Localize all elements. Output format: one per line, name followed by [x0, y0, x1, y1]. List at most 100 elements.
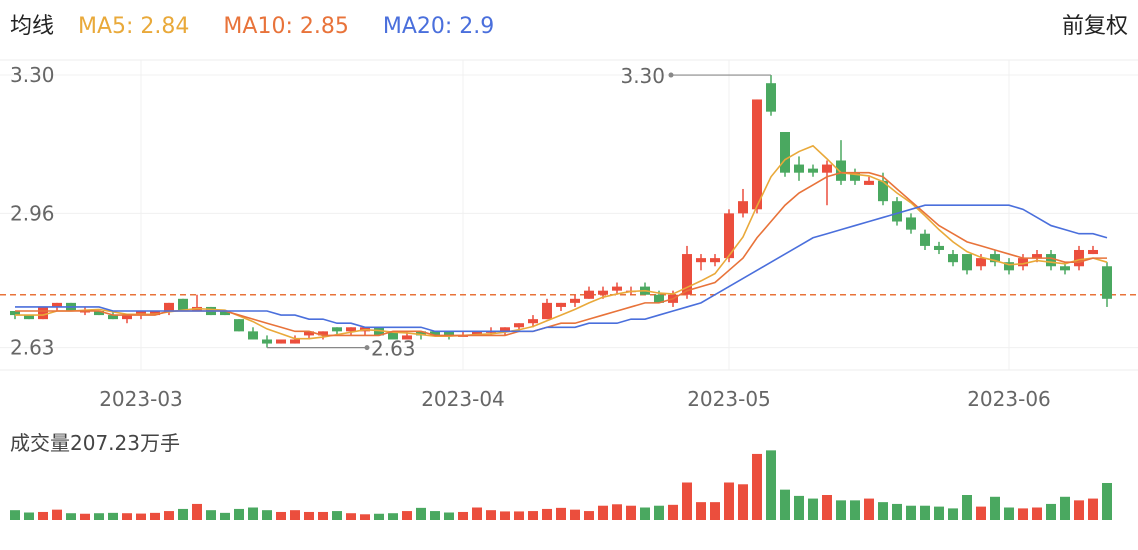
candle-body: [850, 172, 860, 181]
candle-body: [724, 213, 734, 259]
candle-body: [234, 319, 244, 332]
candle-body: [1018, 258, 1028, 267]
volume-bar: [346, 513, 356, 520]
volume-bar: [654, 505, 664, 520]
volume-bar: [598, 505, 608, 520]
candle-body: [248, 331, 258, 340]
candle-body: [1102, 266, 1112, 299]
volume-bar: [556, 507, 566, 520]
volume-bar: [724, 482, 734, 520]
candle-body: [164, 302, 174, 312]
volume-bar: [430, 511, 440, 520]
candle-body: [990, 254, 1000, 263]
volume-bar: [178, 508, 188, 520]
volume-bar: [262, 510, 272, 520]
y-tick-label: 2.96: [10, 201, 55, 225]
volume-bar: [38, 511, 48, 520]
volume-bar: [528, 511, 538, 520]
candle-body: [1060, 266, 1070, 271]
volume-bar: [934, 506, 944, 520]
volume-bar: [94, 513, 104, 520]
candle-body: [108, 315, 118, 320]
candle-body: [304, 331, 314, 336]
y-tick-label: 2.63: [10, 336, 55, 360]
candle-body: [696, 258, 706, 263]
candle-body: [514, 323, 524, 328]
candle-body: [122, 315, 132, 320]
volume-bar: [374, 513, 384, 520]
volume-bar: [1088, 498, 1098, 520]
candle-body: [388, 331, 398, 340]
volume-bar: [10, 510, 20, 520]
y-tick-label: 3.30: [10, 63, 55, 87]
volume-bar: [710, 502, 720, 520]
volume-bar: [24, 512, 34, 520]
volume-bar: [794, 495, 804, 520]
volume-bar: [192, 503, 202, 520]
volume-bar: [766, 450, 776, 520]
volume-bar: [850, 500, 860, 520]
volume-bar: [388, 513, 398, 520]
volume-bar: [206, 510, 216, 520]
x-tick-label: 2023-05: [687, 387, 771, 411]
candle-body: [374, 327, 384, 336]
candle-body: [710, 258, 720, 263]
candle-body: [332, 327, 342, 332]
legend-entry: MA10: 2.85: [223, 14, 348, 39]
volume-bar: [164, 511, 174, 520]
volume-bar: [220, 512, 230, 520]
candle-body: [976, 258, 986, 267]
volume-bar: [920, 505, 930, 520]
volume-bar: [1102, 482, 1112, 520]
volume-bar: [682, 482, 692, 520]
volume-bar: [1018, 508, 1028, 520]
volume-bar: [458, 511, 468, 520]
volume-bar: [962, 495, 972, 520]
x-tick-label: 2023-04: [421, 387, 505, 411]
volume-bar: [640, 507, 650, 520]
volume-bar: [990, 496, 1000, 520]
volume-bar: [66, 513, 76, 520]
candle-body: [500, 327, 510, 332]
volume-bar: [822, 495, 832, 520]
candle-body: [612, 286, 622, 291]
volume-bar: [1046, 503, 1056, 520]
candle-body: [346, 327, 356, 332]
volume-bar: [906, 505, 916, 520]
candle-body: [52, 302, 62, 307]
volume-bar: [276, 511, 286, 520]
volume-bar: [864, 498, 874, 520]
volume-bar: [948, 508, 958, 520]
annotation-label: 2.63: [371, 337, 416, 361]
candle-body: [10, 311, 20, 316]
volume-bar: [780, 489, 790, 520]
adjust-label[interactable]: 前复权: [1062, 14, 1128, 39]
volume-bar: [1060, 496, 1070, 520]
candle-body: [584, 290, 594, 299]
candle-body: [808, 168, 818, 173]
candle-body: [682, 254, 692, 295]
candle-body: [402, 335, 412, 340]
volume-bar: [584, 511, 594, 520]
volume-bar: [738, 484, 748, 520]
volume-bar: [234, 508, 244, 520]
annotation-dot: [364, 345, 370, 351]
candle-body: [920, 233, 930, 246]
volume-bar: [318, 511, 328, 520]
candle-body: [94, 311, 104, 316]
candle-body: [962, 254, 972, 271]
volume-bar: [514, 511, 524, 520]
volume-bar: [290, 510, 300, 520]
volume-bar: [136, 513, 146, 520]
volume-bar: [836, 500, 846, 520]
candle-body: [416, 331, 426, 336]
candle-body: [430, 331, 440, 336]
candle-body: [318, 331, 328, 336]
volume-bar: [402, 511, 412, 520]
candle-body: [444, 331, 454, 336]
annotation-label: 3.30: [620, 64, 665, 88]
volume-bar: [304, 511, 314, 520]
volume-bar: [472, 507, 482, 520]
volume-bar: [52, 509, 62, 520]
